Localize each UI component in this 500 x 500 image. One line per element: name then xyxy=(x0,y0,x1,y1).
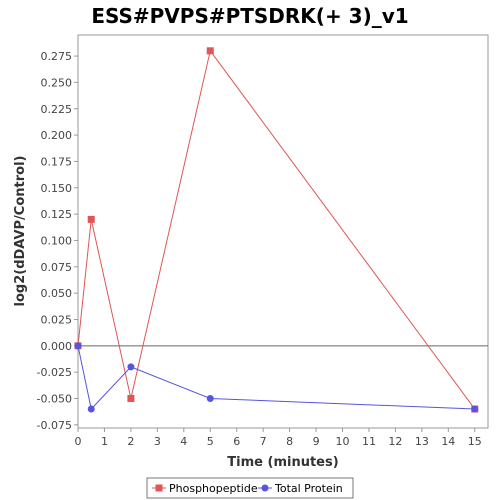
x-tick-label: 12 xyxy=(388,435,402,448)
legend: Phosphopeptide Total Protein xyxy=(146,477,354,499)
x-tick-label: 4 xyxy=(180,435,187,448)
y-axis-label: log2(dDAVP/Control) xyxy=(13,156,28,307)
series-layer xyxy=(74,47,479,413)
data-point xyxy=(206,47,214,55)
legend-label: Total Protein xyxy=(274,482,343,495)
y-tick-label: 0.150 xyxy=(41,182,73,195)
series-1 xyxy=(74,342,479,413)
x-tick-label: 1 xyxy=(101,435,108,448)
y-tick-label: 0.200 xyxy=(41,129,73,142)
y-tick-label: 0.275 xyxy=(41,50,73,63)
chart-title: ESS#PVPS#PTSDRK(+ 3)_v1 xyxy=(91,4,408,28)
x-tick-label: 14 xyxy=(441,435,455,448)
y-tick-label: 0.125 xyxy=(41,208,73,221)
y-tick-label: 0.225 xyxy=(41,103,73,116)
data-point xyxy=(74,342,82,350)
y-tick-label: -0.050 xyxy=(37,392,72,405)
legend-box xyxy=(146,477,354,499)
data-point xyxy=(87,215,95,223)
y-tick-label: 0.175 xyxy=(41,155,73,168)
data-point xyxy=(206,394,214,402)
x-tick-label: 7 xyxy=(260,435,267,448)
y-tick-label: 0.075 xyxy=(41,261,73,274)
x-axis: 0 1 2 3 4 5 6 7 8 9 10 11 12 13 14 15 xyxy=(75,428,482,448)
legend-item: Phosphopeptide xyxy=(152,482,258,495)
x-tick-label: 0 xyxy=(75,435,82,448)
y-tick-label: -0.025 xyxy=(37,366,72,379)
x-tick-label: 13 xyxy=(415,435,429,448)
legend-marker xyxy=(155,484,163,492)
data-point xyxy=(87,405,95,413)
x-tick-label: 10 xyxy=(336,435,350,448)
data-point xyxy=(471,405,479,413)
legend-marker xyxy=(261,484,269,492)
x-tick-label: 15 xyxy=(468,435,482,448)
x-tick-label: 3 xyxy=(154,435,161,448)
plot-area xyxy=(77,34,489,429)
data-point xyxy=(127,394,135,402)
legend-item: Total Protein xyxy=(258,482,343,495)
y-tick-label: 0.000 xyxy=(41,340,73,353)
x-tick-label: 2 xyxy=(127,435,134,448)
y-tick-label: 0.100 xyxy=(41,234,73,247)
x-tick-label: 5 xyxy=(207,435,214,448)
y-tick-label: 0.250 xyxy=(41,76,73,89)
y-axis: -0.075 -0.050 -0.025 0.000 0.025 0.050 0.075 0.… xyxy=(37,50,78,432)
y-tick-label: 0.050 xyxy=(41,287,73,300)
legend-label: Phosphopeptide xyxy=(169,482,258,495)
y-tick-label: 0.025 xyxy=(41,313,73,326)
y-tick-label: -0.075 xyxy=(37,419,72,432)
data-point xyxy=(127,363,135,371)
x-axis-label: Time (minutes) xyxy=(227,455,338,470)
x-tick-label: 9 xyxy=(313,435,320,448)
x-tick-label: 8 xyxy=(286,435,293,448)
x-tick-label: 11 xyxy=(362,435,376,448)
x-tick-label: 6 xyxy=(233,435,240,448)
